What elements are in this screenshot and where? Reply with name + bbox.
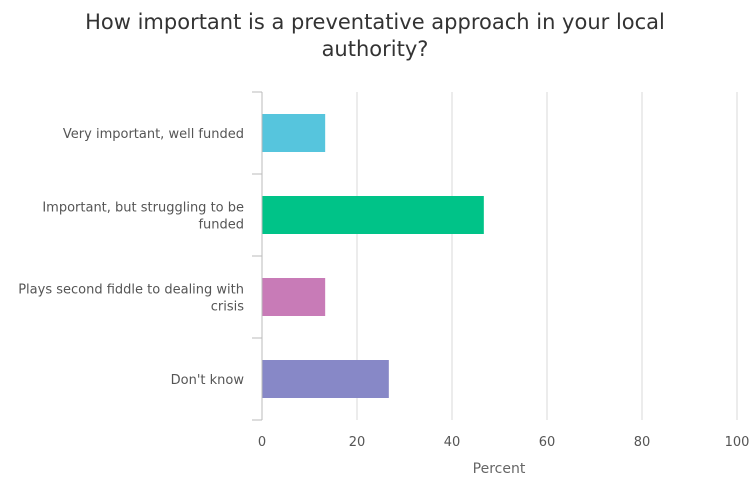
chart-title: How important is a preventative approach…: [0, 9, 750, 63]
chart-title-line-2: authority?: [321, 37, 429, 61]
x-tick-label: 80: [634, 435, 651, 450]
category-labels: Very important, well funded Important, bu…: [18, 127, 244, 388]
axes: [252, 91, 263, 421]
x-tick-label: 20: [349, 435, 366, 450]
chart-title-line-1: How important is a preventative approach…: [85, 10, 665, 34]
x-tick-label: 60: [539, 435, 556, 450]
bar[interactable]: [262, 278, 326, 316]
category-label: Very important, well funded: [63, 127, 244, 142]
x-tick-labels: 0 20 40 60 80 100: [258, 435, 750, 450]
x-tick-label: 0: [258, 435, 266, 450]
bars: [262, 114, 484, 398]
x-axis-label: Percent: [473, 461, 526, 477]
category-label: Important, but struggling to be: [42, 201, 244, 216]
x-tick-label: 40: [444, 435, 461, 450]
bar[interactable]: [262, 196, 484, 234]
x-tick-label: 100: [725, 435, 750, 450]
category-label: funded: [198, 218, 244, 233]
bar[interactable]: [262, 114, 326, 152]
category-label: Don't know: [171, 373, 245, 388]
bar[interactable]: [262, 360, 389, 398]
grid-lines: [356, 92, 738, 420]
category-label: Plays second fiddle to dealing with: [18, 283, 244, 298]
category-label: crisis: [211, 300, 244, 315]
